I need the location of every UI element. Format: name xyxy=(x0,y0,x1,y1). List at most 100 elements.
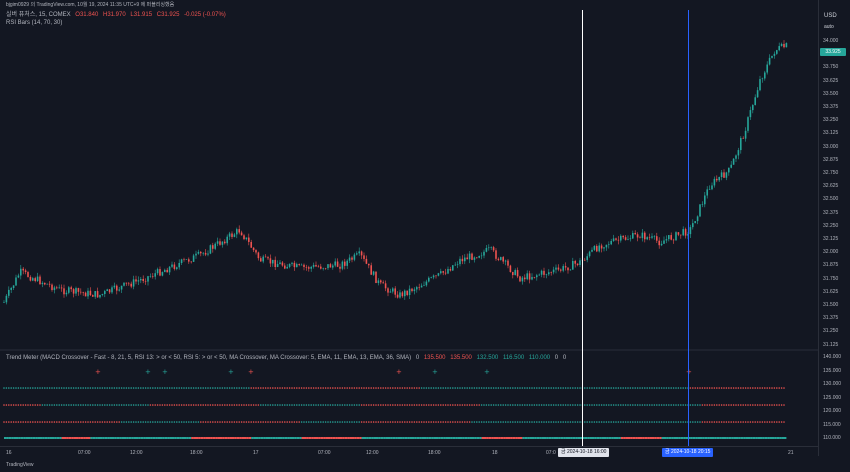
trend-dot xyxy=(135,421,137,423)
candle-body xyxy=(677,232,680,235)
main-chart[interactable]: +++++++++ xyxy=(0,10,818,446)
trend-dot xyxy=(716,421,718,423)
trend-dot xyxy=(737,387,740,389)
indicator-tick: 135.000 xyxy=(823,367,842,374)
trend-dot xyxy=(113,421,116,423)
trend-dot xyxy=(384,387,387,389)
trend-bar-segment xyxy=(500,437,504,439)
candle-body xyxy=(190,261,192,263)
trend-dot xyxy=(732,404,735,406)
candle-body xyxy=(173,264,176,269)
trend-bar-segment xyxy=(558,437,561,439)
trend-dot xyxy=(418,421,421,423)
candle-body xyxy=(598,245,600,252)
trend-dot xyxy=(322,387,325,389)
trend-dot xyxy=(612,421,615,423)
trend-dot xyxy=(567,404,569,406)
tradingview-logo[interactable]: TradingView xyxy=(6,462,34,468)
trend-dot xyxy=(473,404,476,406)
trend-dot xyxy=(524,421,526,423)
trend-dot xyxy=(176,404,178,406)
trend-dot xyxy=(104,404,106,406)
symbol-legend[interactable]: 실버 퓨처스, 15, COMEX O31.840 H31.970 L31.91… xyxy=(6,12,226,19)
trend-dot xyxy=(243,387,245,389)
trend-dot xyxy=(612,387,615,389)
trend-bar-segment xyxy=(474,437,477,439)
vertical-marker-blue[interactable] xyxy=(688,10,689,446)
trend-dot xyxy=(552,404,555,406)
indicator-legend[interactable]: Trend Meter (MACD Crossover - Fast - 8, … xyxy=(6,355,566,362)
trend-bar-segment xyxy=(733,437,736,439)
candle-body xyxy=(608,244,610,245)
trend-dot xyxy=(682,421,684,423)
trend-dot xyxy=(497,387,500,389)
trend-dot xyxy=(596,421,598,423)
candle-body xyxy=(164,269,166,273)
candle-body xyxy=(708,189,711,190)
trend-dot xyxy=(279,421,281,423)
trend-bar-segment xyxy=(630,437,633,439)
time-axis[interactable]: 16 07:00 12:00 18:00 17 07:00 12:00 18:00 18 07:0… xyxy=(0,446,818,459)
trend-dot xyxy=(569,421,572,423)
trend-bar-segment xyxy=(23,437,26,439)
candle-body xyxy=(411,288,413,292)
candle-body xyxy=(15,277,17,286)
currency-label[interactable]: USD xyxy=(824,13,837,19)
price-axis[interactable]: 34.00033.87533.75033.62533.50033.37533.2… xyxy=(818,0,850,456)
rsi-indicator-name[interactable]: RSI Bars (14, 70, 30) xyxy=(6,20,63,26)
trend-dot xyxy=(454,421,457,423)
trend-dot xyxy=(528,404,531,406)
rsi-legend[interactable]: RSI Bars (14, 70, 30) xyxy=(6,20,62,27)
candle-body xyxy=(723,172,725,178)
trend-bar-segment xyxy=(493,437,496,439)
trend-dot xyxy=(651,404,653,406)
trend-dot xyxy=(742,387,744,389)
trend-dot xyxy=(406,387,409,389)
trend-dot xyxy=(84,421,87,423)
trend-dot xyxy=(260,421,262,423)
scale-mode-label[interactable]: auto xyxy=(824,24,834,30)
trend-dot xyxy=(125,387,128,389)
trend-dot xyxy=(586,404,588,406)
candle-body xyxy=(627,239,629,240)
candle-body xyxy=(576,263,579,266)
trend-dot xyxy=(308,404,310,406)
trend-bar-segment xyxy=(769,437,772,439)
trend-dot xyxy=(576,404,579,406)
trend-dot xyxy=(12,404,15,406)
trend-dot xyxy=(39,404,41,406)
symbol-name[interactable]: 실버 퓨처스, 15, COMEX xyxy=(6,12,71,18)
trend-dot xyxy=(377,421,380,423)
trend-dot xyxy=(80,387,82,389)
candle-body xyxy=(665,239,668,241)
trend-bar-segment xyxy=(304,437,307,439)
trend-dot xyxy=(310,421,313,423)
trend-dot xyxy=(118,421,120,423)
trend-dot xyxy=(10,404,12,406)
trend-bar-segment xyxy=(575,437,578,439)
candle-body xyxy=(514,270,516,276)
trend-dot xyxy=(216,387,219,389)
trend-dot xyxy=(749,421,752,423)
trend-dot xyxy=(752,404,754,406)
indicator-name[interactable]: Trend Meter (MACD Crossover - Fast - 8, … xyxy=(6,355,412,361)
trend-dot xyxy=(718,404,720,406)
trend-bar-segment xyxy=(611,437,614,439)
trend-dot xyxy=(92,421,94,423)
trend-dot xyxy=(274,404,277,406)
trend-dot xyxy=(65,404,68,406)
trend-bar-segment xyxy=(680,437,684,439)
trend-bar-segment xyxy=(719,437,722,439)
trend-dot xyxy=(75,421,77,423)
trend-dot xyxy=(476,404,478,406)
trend-dot xyxy=(274,387,277,389)
trend-dot xyxy=(233,404,236,406)
trend-bar-segment xyxy=(364,437,367,439)
trend-bar-segment xyxy=(397,437,400,439)
trend-dot xyxy=(682,387,684,389)
trend-dot xyxy=(180,421,183,423)
trend-dot xyxy=(360,404,363,406)
candle-body xyxy=(773,53,776,56)
vertical-marker-white[interactable] xyxy=(582,10,583,446)
trend-dot xyxy=(180,387,183,389)
